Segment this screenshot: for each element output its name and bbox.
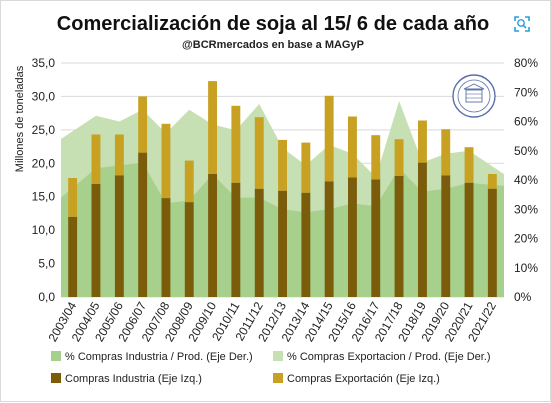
legend-swatch — [51, 351, 61, 361]
legend-label: % Compras Exportacion / Prod. (Eje Der.) — [287, 351, 491, 363]
expand-icon — [514, 16, 530, 32]
bar-industria — [161, 198, 171, 297]
bar-exportacion — [91, 134, 101, 184]
bar-industria — [324, 181, 334, 297]
bar-industria — [231, 182, 241, 297]
bar-exportacion — [441, 129, 451, 176]
bar-exportacion — [184, 160, 194, 203]
bar-industria — [348, 177, 357, 297]
bar-exportacion — [371, 135, 381, 180]
y2-tick-label: 20% — [514, 232, 538, 246]
bar-exportacion — [394, 139, 404, 176]
y-tick-label: 0,0 — [38, 290, 55, 304]
y-tick-label: 15,0 — [32, 190, 56, 204]
bar-industria — [184, 202, 194, 297]
bar-exportacion — [278, 139, 287, 191]
bar-industria — [418, 162, 427, 297]
y-tick-label: 5,0 — [38, 257, 55, 271]
bar-exportacion — [68, 178, 78, 217]
y-tick-label: 20,0 — [32, 156, 56, 170]
bar-exportacion — [301, 142, 311, 193]
bar-industria — [441, 175, 451, 297]
bar-exportacion — [418, 120, 427, 163]
y2-tick-label: 70% — [514, 85, 538, 99]
x-axis-ticks: 2003/042004/052005/062006/072007/082008/… — [45, 299, 499, 344]
legend-swatch — [273, 373, 283, 383]
bar-industria — [114, 175, 124, 297]
legend-label: % Compras Industria / Prod. (Eje Der.) — [65, 351, 253, 363]
legend-swatch — [51, 373, 61, 383]
bar-exportacion — [254, 117, 264, 189]
bar-series — [68, 81, 497, 297]
chart-title: Comercialización de soja al 15/ 6 de cad… — [57, 13, 489, 35]
bar-exportacion — [231, 105, 241, 183]
bar-exportacion — [208, 81, 217, 174]
y-axis-ticks: 0,0 5,0 10,0 15,0 20,0 25,0 30,0 35,0 — [32, 56, 56, 304]
legend-label: Compras Exportación (Eje Izq.) — [287, 373, 440, 385]
bar-industria — [138, 152, 148, 297]
bar-industria — [208, 174, 217, 297]
bar-industria — [371, 179, 381, 297]
bar-industria — [68, 216, 78, 297]
bar-industria — [487, 188, 497, 297]
bar-exportacion — [464, 147, 474, 183]
y-tick-label: 10,0 — [32, 223, 56, 237]
y2-tick-label: 0% — [514, 290, 532, 304]
bar-industria — [301, 192, 311, 297]
legend: % Compras Industria / Prod. (Eje Der.) % … — [51, 351, 491, 385]
legend-label: Compras Industria (Eje Izq.) — [65, 373, 202, 385]
y2-tick-label: 80% — [514, 56, 538, 70]
bar-exportacion — [114, 134, 124, 176]
bar-industria — [464, 182, 474, 297]
y2-tick-label: 60% — [514, 115, 538, 129]
bar-exportacion — [324, 95, 334, 182]
y-tick-label: 35,0 — [32, 56, 56, 70]
bar-exportacion — [138, 96, 148, 153]
y2-tick-label: 50% — [514, 144, 538, 158]
y-tick-label: 30,0 — [32, 89, 56, 103]
bar-exportacion — [487, 174, 497, 189]
expand-button[interactable] — [511, 13, 533, 35]
bar-exportacion — [161, 123, 171, 198]
y-axis-label: Millones de toneladas — [14, 65, 26, 172]
y2-tick-label: 40% — [514, 173, 538, 187]
chart-subtitle: @BCRmercados en base a MAGyP — [182, 39, 364, 51]
bar-industria — [91, 184, 101, 297]
bcr-seal-logo — [452, 74, 496, 118]
bar-industria — [254, 188, 264, 297]
bar-industria — [278, 190, 287, 297]
bar-exportacion — [348, 116, 357, 178]
bar-industria — [394, 176, 404, 297]
legend-swatch — [273, 351, 283, 361]
y-tick-label: 25,0 — [32, 123, 56, 137]
y2-tick-label: 30% — [514, 202, 538, 216]
y2-axis-ticks: 0% 10% 20% 30% 40% 50% 60% 70% 80% — [514, 56, 538, 304]
y2-tick-label: 10% — [514, 261, 538, 275]
